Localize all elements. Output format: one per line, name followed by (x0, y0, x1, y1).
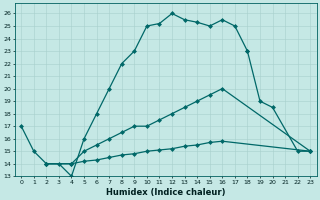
X-axis label: Humidex (Indice chaleur): Humidex (Indice chaleur) (106, 188, 226, 197)
